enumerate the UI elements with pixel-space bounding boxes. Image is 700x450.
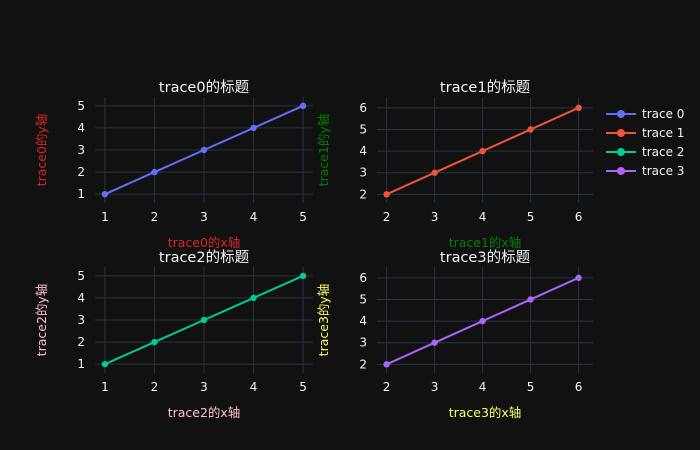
x-axis-label: trace1的x轴 — [449, 235, 522, 250]
x-tick-label: 2 — [383, 210, 391, 224]
subplot-3: 2 3 4 5 6 2 3 4 5 6 trace3的标题 trace3的x轴 trace3的y轴 — [316, 249, 593, 420]
data-point — [200, 146, 208, 154]
legend-swatch-icon — [606, 127, 636, 139]
x-tick-label: 5 — [527, 380, 535, 394]
data-point — [250, 294, 257, 302]
subplot-title: trace3的标题 — [440, 249, 530, 266]
x-axis-label: trace2的x轴 — [168, 405, 241, 420]
legend[interactable]: trace 0 trace 1 trace 2 trace 3 — [606, 104, 684, 180]
x-tick-label: 3 — [431, 210, 439, 224]
data-point — [299, 102, 307, 110]
data-point — [250, 124, 257, 132]
subplot-title: trace1的标题 — [440, 79, 530, 96]
data-point — [575, 274, 582, 282]
y-tick-label: 4 — [359, 144, 367, 158]
y-tick-label: 3 — [77, 143, 85, 157]
y-axis-label: trace3的y轴 — [316, 284, 331, 357]
y-tick-label: 4 — [77, 291, 85, 305]
y-tick-label: 3 — [359, 336, 367, 350]
y-tick-label: 2 — [77, 335, 85, 349]
subplot-1: 2 3 4 5 6 2 3 4 5 6 trace1的标题 trace1的x轴 trace1的y轴 — [316, 79, 593, 250]
x-tick-label: 1 — [101, 380, 109, 394]
y-tick-label: 1 — [77, 187, 85, 201]
legend-item-trace-2[interactable]: trace 2 — [606, 142, 684, 161]
x-tick-label: 4 — [479, 210, 487, 224]
x-tick-label: 1 — [101, 210, 109, 224]
y-tick-label: 4 — [359, 314, 367, 328]
legend-swatch-icon — [606, 165, 636, 177]
y-axis-label: trace1的y轴 — [316, 114, 331, 187]
data-point — [527, 296, 534, 303]
x-tick-label: 2 — [151, 210, 159, 224]
legend-item-trace-3[interactable]: trace 3 — [606, 161, 684, 180]
x-tick-label: 2 — [383, 380, 391, 394]
x-tick-label: 3 — [431, 380, 439, 394]
data-point — [151, 168, 158, 176]
data-point — [479, 317, 486, 325]
y-tick-label: 6 — [359, 271, 367, 285]
data-point — [431, 169, 438, 176]
data-point — [101, 190, 109, 198]
y-tick-label: 2 — [359, 187, 367, 201]
legend-label: trace 3 — [642, 163, 685, 178]
legend-item-trace-1[interactable]: trace 1 — [606, 123, 684, 142]
data-point — [151, 338, 158, 346]
x-axis-label: trace0的x轴 — [168, 235, 241, 250]
x-tick-label: 5 — [299, 380, 307, 394]
legend-label: trace 2 — [642, 144, 685, 159]
data-point — [431, 339, 438, 346]
subplot-title: trace0的标题 — [159, 79, 249, 96]
y-tick-label: 5 — [77, 269, 85, 283]
subplot-title: trace2的标题 — [159, 249, 249, 266]
x-tick-label: 6 — [575, 380, 583, 394]
x-tick-label: 2 — [151, 380, 159, 394]
data-point — [575, 104, 582, 112]
data-point — [101, 360, 109, 368]
y-tick-label: 3 — [77, 313, 85, 327]
y-tick-label: 5 — [359, 292, 367, 306]
x-tick-label: 4 — [479, 380, 487, 394]
subplot-0: 1 2 3 4 5 1 2 3 4 5 trace0的标题 trace0的x轴 trace0的y轴 — [34, 79, 313, 250]
legend-item-trace-0[interactable]: trace 0 — [606, 104, 684, 123]
data-point — [479, 147, 486, 155]
data-point — [299, 272, 307, 280]
y-tick-label: 5 — [77, 99, 85, 113]
y-tick-label: 4 — [77, 121, 85, 135]
legend-label: trace 1 — [642, 125, 685, 140]
y-tick-label: 1 — [77, 357, 85, 371]
x-tick-label: 4 — [250, 210, 258, 224]
subplot-2: 1 2 3 4 5 1 2 3 4 5 trace2的标题 trace2的x轴 trace2的y轴 — [34, 249, 313, 420]
x-tick-label: 4 — [250, 380, 258, 394]
data-point — [383, 361, 390, 368]
legend-swatch-icon — [606, 108, 636, 120]
x-tick-label: 6 — [575, 210, 583, 224]
x-tick-label: 5 — [527, 210, 535, 224]
x-axis-label: trace3的x轴 — [449, 405, 522, 420]
data-point — [383, 191, 390, 198]
y-axis-label: trace0的y轴 — [34, 114, 49, 187]
legend-label: trace 0 — [642, 106, 685, 121]
y-axis-label: trace2的y轴 — [34, 284, 49, 357]
data-point — [527, 126, 534, 133]
y-tick-label: 5 — [359, 122, 367, 136]
x-tick-label: 3 — [200, 380, 208, 394]
x-tick-label: 5 — [299, 210, 307, 224]
y-tick-label: 2 — [359, 357, 367, 371]
y-tick-label: 3 — [359, 166, 367, 180]
legend-swatch-icon — [606, 146, 636, 158]
x-tick-label: 3 — [200, 210, 208, 224]
y-tick-label: 2 — [77, 165, 85, 179]
y-tick-label: 6 — [359, 101, 367, 115]
data-point — [200, 316, 208, 324]
